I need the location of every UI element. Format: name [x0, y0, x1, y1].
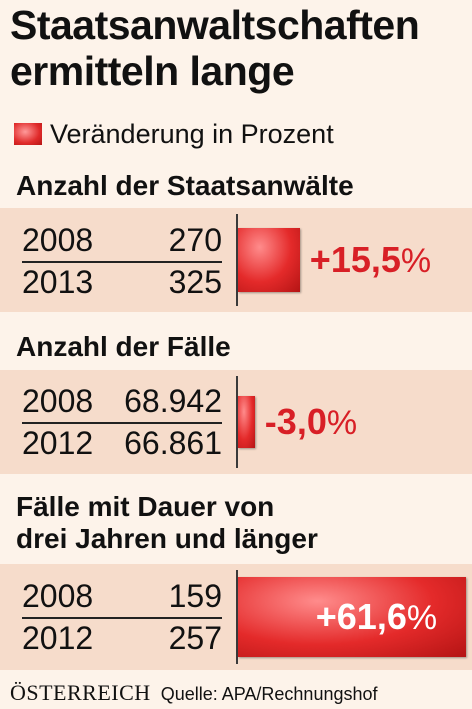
year-cell: 2008 — [22, 578, 94, 614]
section-title-dauer-line2: drei Jahren und länger — [16, 523, 318, 554]
legend: Veränderung in Prozent — [14, 118, 334, 150]
change-bar-faelle — [238, 396, 255, 448]
year-cell: 2012 — [22, 620, 94, 656]
change-bar-dauer — [238, 577, 466, 657]
value-cell: 257 — [168, 620, 222, 656]
table-row: 2008 270 — [22, 219, 222, 261]
brand-logo: ÖSTERREICH — [10, 680, 151, 705]
baseline-axis — [236, 214, 238, 306]
section-title-dauer-line1: Fälle mit Dauer von — [16, 491, 275, 522]
change-unit: % — [400, 242, 432, 280]
change-unit: % — [406, 599, 438, 637]
row-separator — [22, 617, 222, 619]
table-row: 2012 66.861 — [22, 422, 222, 464]
table-row: 2013 325 — [22, 261, 222, 303]
chart-title: Staatsanwaltschaften ermitteln lange — [10, 2, 470, 94]
change-value: 15,5 — [330, 239, 401, 280]
table-staatsanwaelte: 2008 270 2013 325 — [22, 219, 222, 303]
change-value: 3,0 — [276, 401, 327, 442]
legend-swatch — [14, 123, 42, 145]
value-cell: 325 — [168, 264, 222, 300]
baseline-axis — [236, 376, 238, 468]
change-label-staatsanwaelte: +15,5% — [310, 240, 431, 281]
section-title-staatsanwaelte: Anzahl der Staatsanwälte — [16, 170, 354, 201]
table-dauer: 2008 159 2012 257 — [22, 575, 222, 659]
section-title-dauer: Fälle mit Dauer von drei Jahren und läng… — [16, 491, 318, 555]
change-label-faelle: -3,0% — [265, 402, 357, 443]
baseline-axis — [236, 570, 238, 664]
table-row: 2008 159 — [22, 575, 222, 617]
chart-title-line1: Staatsanwaltschaften — [10, 2, 420, 48]
change-value: 61,6 — [336, 596, 407, 637]
change-bar-staatsanwaelte — [238, 228, 300, 292]
value-cell: 270 — [168, 222, 222, 258]
value-cell: 66.861 — [124, 425, 222, 461]
value-cell: 159 — [168, 578, 222, 614]
source-note: Quelle: APA/Rechnungshof — [160, 684, 378, 704]
table-row: 2008 68.942 — [22, 380, 222, 422]
table-faelle: 2008 68.942 2012 66.861 — [22, 380, 222, 464]
section-title-faelle: Anzahl der Fälle — [16, 331, 231, 362]
year-cell: 2012 — [22, 425, 94, 461]
legend-label: Veränderung in Prozent — [50, 118, 334, 149]
year-cell: 2008 — [22, 383, 94, 419]
change-sign: + — [309, 239, 331, 280]
row-separator — [22, 261, 222, 263]
change-unit: % — [326, 404, 358, 442]
change-sign: - — [264, 401, 277, 442]
change-sign: + — [315, 596, 337, 637]
table-row: 2012 257 — [22, 617, 222, 659]
year-cell: 2008 — [22, 222, 94, 258]
footer: ÖSTERREICH Quelle: APA/Rechnungshof — [10, 680, 378, 705]
year-cell: 2013 — [22, 264, 94, 300]
value-cell: 68.942 — [124, 383, 222, 419]
row-separator — [22, 422, 222, 424]
chart-title-line2: ermitteln lange — [10, 48, 295, 94]
change-label-dauer: +61,6% — [316, 597, 437, 638]
